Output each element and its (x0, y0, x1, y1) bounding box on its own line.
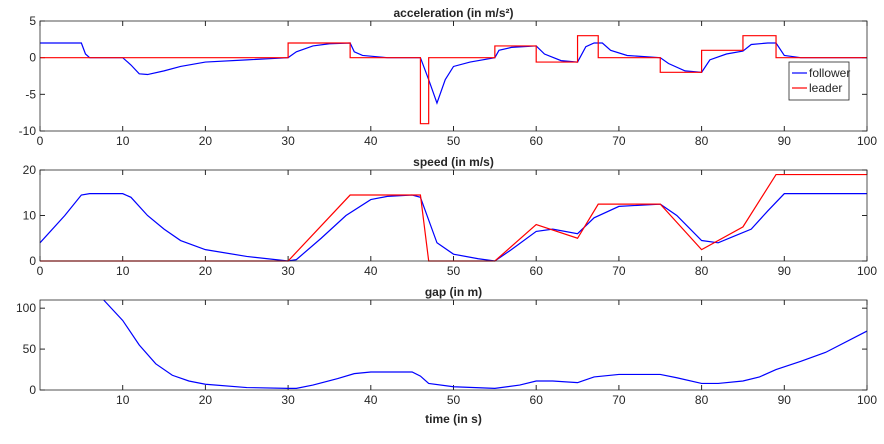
line (40, 35, 867, 125)
y-tick-label: 0 (29, 383, 36, 397)
y-tick-label: 20 (23, 163, 37, 177)
y-tick-label: 0 (29, 254, 36, 268)
x-tick-label: 10 (116, 264, 130, 278)
x-tick-label: 50 (447, 393, 461, 407)
legend-label: follower (809, 66, 850, 80)
x-tick-label: 20 (199, 393, 213, 407)
x-tick-label: 70 (612, 264, 626, 278)
x-tick-label: 60 (530, 393, 544, 407)
x-tick-label: 70 (612, 393, 626, 407)
x-tick-label: 0 (37, 134, 44, 148)
x-tick-label: 50 (447, 134, 461, 148)
y-tick-label: -5 (25, 87, 36, 101)
x-axis-label: time (in s) (425, 412, 482, 426)
x-tick-label: 0 (37, 264, 44, 278)
x-tick-label: 10 (116, 393, 130, 407)
x-tick-label: 40 (364, 264, 378, 278)
axes-box (39, 299, 868, 391)
x-tick-label: 40 (364, 393, 378, 407)
line (40, 173, 867, 262)
y-tick-label: 0 (29, 51, 36, 65)
x-tick-label: 60 (530, 264, 544, 278)
legend-box (788, 61, 850, 101)
axes-background (40, 300, 867, 390)
x-tick-label: 40 (364, 134, 378, 148)
chart-title: gap (in m) (425, 285, 482, 299)
line (103, 299, 868, 389)
x-tick-label: 50 (447, 264, 461, 278)
x-tick-label: 10 (116, 134, 130, 148)
x-tick-label: 30 (281, 393, 295, 407)
x-tick-label: 100 (857, 134, 877, 148)
line (39, 193, 867, 262)
x-tick-label: 80 (695, 134, 709, 148)
x-tick-label: 20 (199, 264, 213, 278)
y-tick-label: 100 (16, 301, 36, 315)
y-tick-label: 50 (23, 342, 37, 356)
y-tick-label: 10 (23, 209, 37, 223)
axes-background (40, 21, 867, 131)
x-tick-label: 80 (695, 393, 709, 407)
x-tick-label: 90 (778, 134, 792, 148)
x-tick-label: 90 (778, 264, 792, 278)
x-tick-label: 80 (695, 264, 709, 278)
axes-box (39, 20, 868, 132)
y-tick-label: 5 (29, 14, 36, 28)
axes-box (39, 169, 868, 262)
x-tick-label: 60 (530, 134, 544, 148)
x-tick-label: 70 (612, 134, 626, 148)
axes-background (40, 170, 867, 261)
chart-title: acceleration (in m/s²) (393, 6, 513, 20)
x-tick-label: 30 (281, 264, 295, 278)
x-tick-label: 100 (857, 393, 877, 407)
legend-label: leader (809, 81, 842, 95)
x-tick-label: 20 (199, 134, 213, 148)
x-tick-label: 90 (778, 393, 792, 407)
y-tick-label: -10 (19, 124, 37, 138)
x-tick-label: 30 (281, 134, 295, 148)
x-tick-label: 100 (857, 264, 877, 278)
line (40, 42, 867, 105)
chart-title: speed (in m/s) (413, 155, 494, 169)
